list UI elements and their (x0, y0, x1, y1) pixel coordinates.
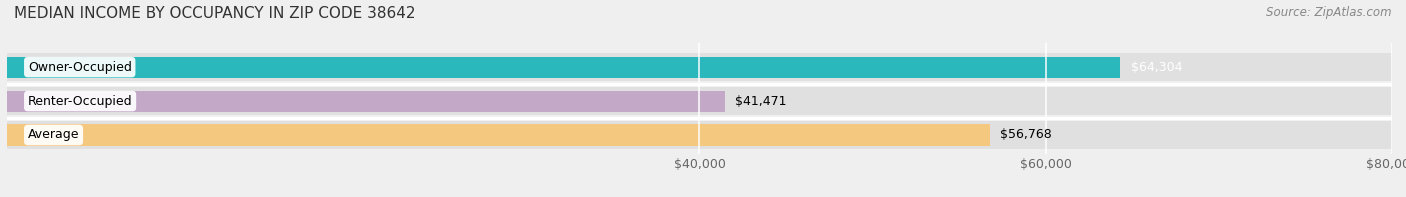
Text: Average: Average (28, 128, 79, 141)
Text: MEDIAN INCOME BY OCCUPANCY IN ZIP CODE 38642: MEDIAN INCOME BY OCCUPANCY IN ZIP CODE 3… (14, 6, 416, 21)
Bar (7, 57, 1121, 78)
Bar (7, 121, 1392, 149)
Text: Renter-Occupied: Renter-Occupied (28, 95, 132, 108)
Text: Owner-Occupied: Owner-Occupied (28, 61, 132, 74)
Bar (7, 53, 1392, 81)
Bar (7, 87, 1392, 115)
Text: $64,304: $64,304 (1130, 61, 1182, 74)
Bar (7, 91, 725, 112)
Text: Source: ZipAtlas.com: Source: ZipAtlas.com (1267, 6, 1392, 19)
Text: $41,471: $41,471 (735, 95, 787, 108)
Text: $56,768: $56,768 (1000, 128, 1052, 141)
Bar (7, 125, 990, 146)
